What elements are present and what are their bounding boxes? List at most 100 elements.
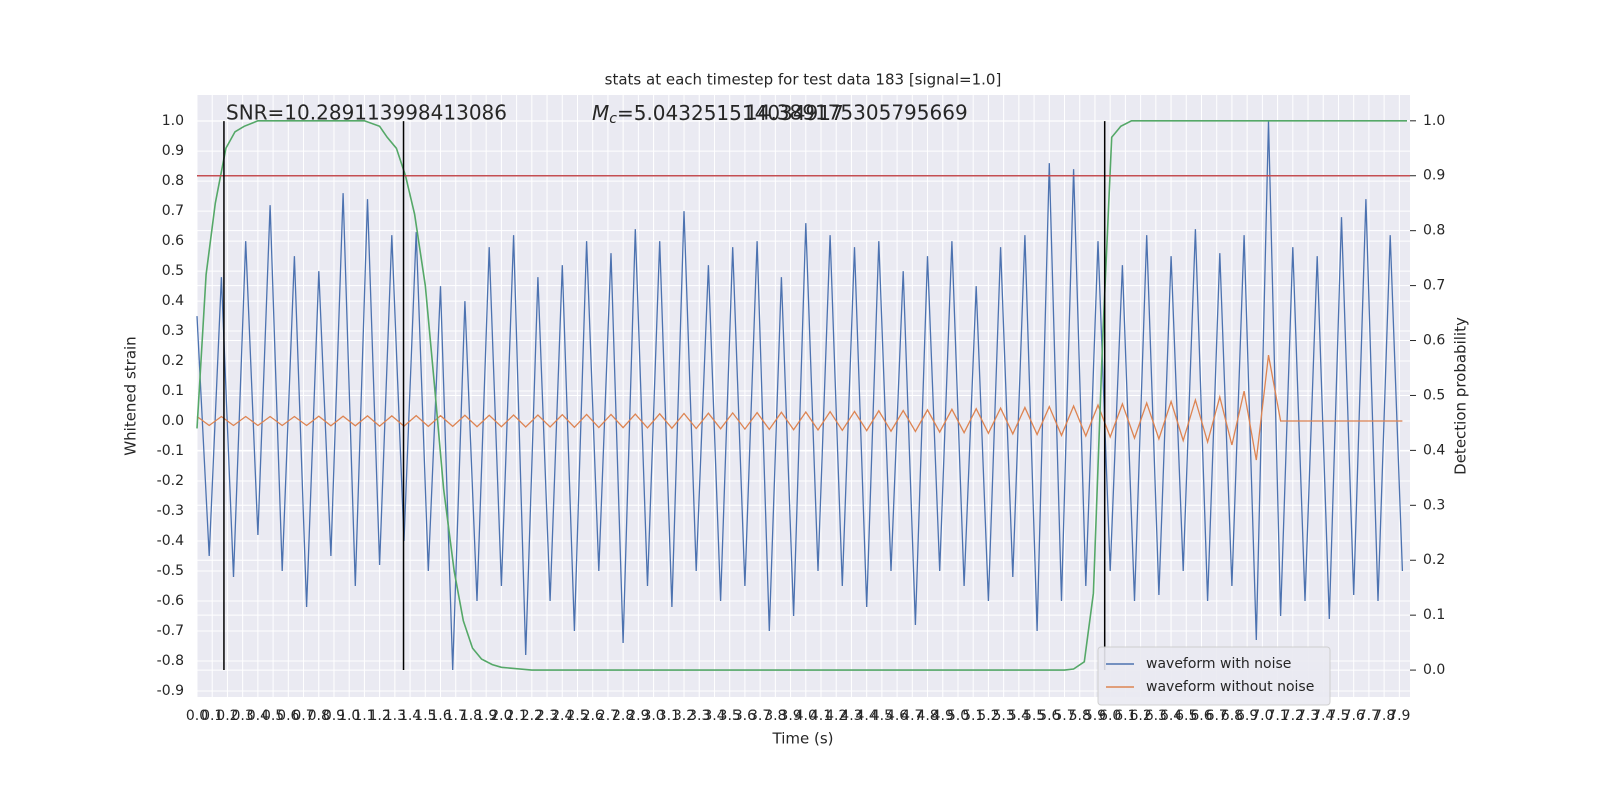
x-tick-label: 6.2 (1129, 708, 1151, 724)
y2-tick-label: 0.2 (1423, 552, 1445, 568)
x-tick-label: 7.4 (1312, 708, 1334, 724)
x-tick-label: 0.4 (247, 708, 269, 724)
annotation: Mc=5.043251514034917 (592, 101, 844, 128)
x-tick-label: 7.5 (1327, 708, 1349, 724)
y2-tick-label: 0.1 (1423, 607, 1445, 623)
x-tick-label: 5.5 (1023, 708, 1045, 724)
y-tick-label: -0.7 (157, 623, 184, 639)
y-tick-label: -0.1 (157, 443, 184, 459)
x-tick-label: 5.7 (1053, 708, 1075, 724)
x-tick-label: 2.4 (551, 708, 573, 724)
x-tick-label: 2.8 (612, 708, 634, 724)
chart-title: stats at each timestep for test data 183… (605, 71, 1002, 89)
y-tick-label: -0.2 (157, 473, 184, 489)
x-tick-label: 6.7 (1206, 708, 1228, 724)
x-tick-label: 4.3 (840, 708, 862, 724)
y2-axis-label: Detection probability (1452, 317, 1470, 475)
x-tick-label: 3.7 (749, 708, 771, 724)
x-tick-label: 7.7 (1358, 708, 1380, 724)
x-axis-label: Time (s) (772, 730, 834, 748)
x-tick-label: 0.8 (308, 708, 330, 724)
x-tick-label: 3.1 (658, 708, 680, 724)
legend-label: waveform without noise (1146, 679, 1314, 695)
x-tick-label: 1.9 (475, 708, 497, 724)
annotation: SNR=10.289113998413086 (226, 101, 507, 125)
x-tick-label: 3.9 (779, 708, 801, 724)
x-tick-label: 4.8 (916, 708, 938, 724)
x-tick-label: 3.8 (764, 708, 786, 724)
x-tick-label: 1.4 (399, 708, 421, 724)
x-tick-label: 0.9 (323, 708, 345, 724)
x-tick-label: 7.9 (1388, 708, 1410, 724)
x-tick-label: 6.6 (1190, 708, 1212, 724)
x-tick-label: 4.0 (795, 708, 817, 724)
x-tick-label: 5.4 (1008, 708, 1030, 724)
x-tick-label: 2.7 (597, 708, 619, 724)
x-tick-label: 7.8 (1373, 708, 1395, 724)
y-tick-label: -0.5 (157, 563, 184, 579)
x-tick-label: 6.1 (1114, 708, 1136, 724)
x-tick-label: 7.0 (1251, 708, 1273, 724)
x-tick-label: 7.2 (1282, 708, 1304, 724)
series-line (196, 120, 1407, 671)
x-tick-label: 3.4 (703, 708, 725, 724)
y-tick-label: -0.6 (157, 593, 184, 609)
legend-box (1097, 646, 1331, 706)
x-tick-label: 3.5 (719, 708, 741, 724)
x-tick-label: 0.7 (292, 708, 314, 724)
x-tick-label: 1.6 (429, 708, 451, 724)
x-tick-label: 3.0 (642, 708, 664, 724)
x-tick-label: 0.3 (232, 708, 254, 724)
x-tick-label: 1.1 (353, 708, 375, 724)
y-tick-label: 0.0 (162, 413, 184, 429)
annotation-subscript: c (609, 111, 617, 127)
y-tick-label: 0.2 (162, 353, 184, 369)
x-tick-label: 3.3 (688, 708, 710, 724)
y2-tick-label: 0.6 (1423, 333, 1445, 349)
y-tick-label: 0.9 (162, 143, 184, 159)
x-tick-label: 5.6 (1038, 708, 1060, 724)
annotation-symbol: M (592, 101, 609, 125)
plot-area (197, 95, 1410, 697)
annotation: 14.389175305795669 (745, 101, 968, 125)
x-tick-label: 4.6 (886, 708, 908, 724)
x-tick-label: 2.9 (627, 708, 649, 724)
x-tick-label: 3.6 (734, 708, 756, 724)
y-tick-label: 0.7 (162, 203, 184, 219)
y2-tick-label: 1.0 (1423, 113, 1445, 129)
x-tick-label: 6.3 (1145, 708, 1167, 724)
y-tick-label: -0.3 (157, 503, 184, 519)
y-tick-label: -0.8 (157, 653, 184, 669)
y2-tick-label: 0.7 (1423, 278, 1445, 294)
x-tick-label: 2.6 (582, 708, 604, 724)
x-tick-label: 0.5 (262, 708, 284, 724)
y2-tick-label: 0.8 (1423, 223, 1445, 239)
x-tick-label: 2.2 (521, 708, 543, 724)
legend-label: waveform with noise (1146, 656, 1291, 672)
y-tick-label: 0.5 (162, 263, 184, 279)
x-tick-label: 7.3 (1297, 708, 1319, 724)
y2-tick-label: 0.9 (1423, 168, 1445, 184)
y-tick-label: 1.0 (162, 113, 184, 129)
y-tick-label: 0.8 (162, 173, 184, 189)
x-tick-label: 0.0 (186, 708, 208, 724)
x-tick-label: 0.2 (216, 708, 238, 724)
x-tick-label: 3.2 (673, 708, 695, 724)
x-tick-label: 2.3 (536, 708, 558, 724)
x-tick-label: 1.3 (384, 708, 406, 724)
y2-tick-label: 0.4 (1423, 442, 1445, 458)
x-tick-label: 1.0 (338, 708, 360, 724)
x-tick-label: 7.1 (1266, 708, 1288, 724)
x-tick-label: 4.1 (810, 708, 832, 724)
x-tick-label: 4.9 (932, 708, 954, 724)
x-tick-label: 1.8 (460, 708, 482, 724)
x-tick-label: 4.4 (856, 708, 878, 724)
y-tick-label: 0.1 (162, 383, 184, 399)
x-tick-label: 2.1 (505, 708, 527, 724)
x-tick-label: 1.7 (445, 708, 467, 724)
x-tick-label: 2.0 (490, 708, 512, 724)
annotation-text: =5.043251514034917 (617, 101, 844, 125)
x-tick-label: 5.2 (977, 708, 999, 724)
x-tick-label: 5.8 (1069, 708, 1091, 724)
